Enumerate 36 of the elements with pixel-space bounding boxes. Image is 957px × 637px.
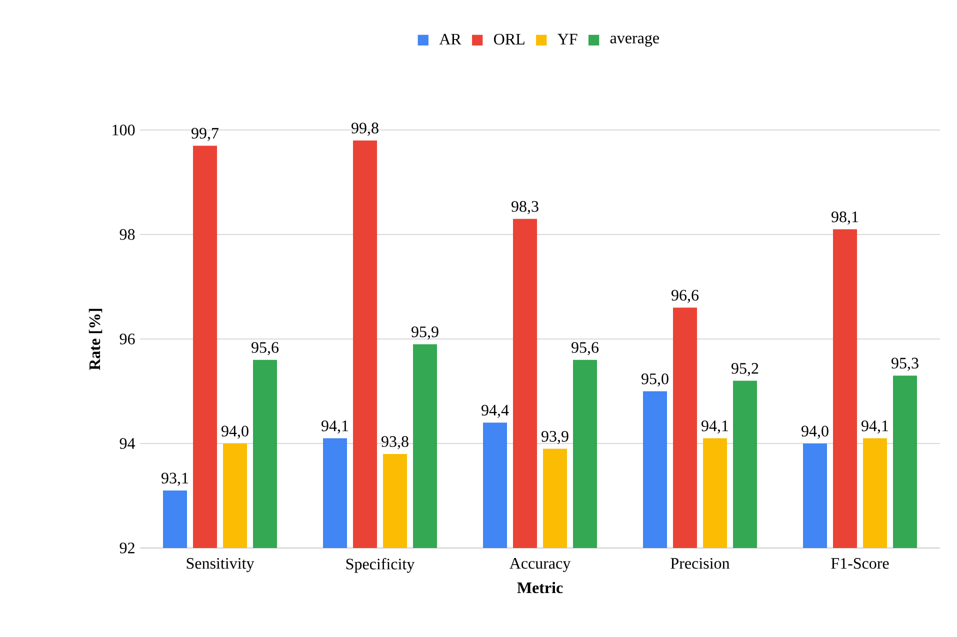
data-label: 95,6 <box>252 342 279 356</box>
legend-label: ORL <box>494 34 524 45</box>
y-axis-title: Rate [%] <box>88 308 102 370</box>
data-label: 94,1 <box>862 420 888 434</box>
x-tick-label: Sensitivity <box>186 558 254 572</box>
legend-label: YF <box>558 34 578 44</box>
data-label: 98,3 <box>512 201 538 214</box>
x-tick-label: F1-Score <box>831 558 889 569</box>
y-tick-label: 94 <box>120 438 136 449</box>
x-tick-label: Specificity <box>346 558 415 573</box>
x-tick-label: Precision <box>670 558 730 569</box>
data-label: 93,1 <box>162 472 188 486</box>
y-tick-label: 96 <box>120 334 135 344</box>
legend-label: average <box>610 35 659 47</box>
data-label: 95,0 <box>642 373 668 387</box>
data-label: 98,1 <box>832 211 858 225</box>
y-tick-label: 98 <box>120 229 135 240</box>
data-label: 99,7 <box>192 128 219 141</box>
data-label: 93,8 <box>382 436 408 450</box>
data-label: 94,4 <box>482 404 509 418</box>
data-label: 96,6 <box>672 290 699 303</box>
data-label: 94,0 <box>222 426 248 439</box>
data-label: 94,0 <box>802 426 828 439</box>
data-label: 95,6 <box>572 342 599 356</box>
data-label: 95,3 <box>892 358 918 371</box>
x-tick-label: Accuracy <box>510 558 571 572</box>
data-label: 99,8 <box>352 122 378 136</box>
y-tick-label: 100 <box>112 124 135 136</box>
data-label: 94,1 <box>702 420 728 434</box>
data-label: 95,2 <box>732 363 758 376</box>
x-axis-title: Metric <box>517 582 563 594</box>
legend-label: AR <box>439 34 462 44</box>
y-tick-label: 92 <box>120 542 134 554</box>
data-label: 95,9 <box>412 326 438 340</box>
data-label: 93,9 <box>542 430 568 444</box>
data-label: 94,1 <box>322 420 348 434</box>
